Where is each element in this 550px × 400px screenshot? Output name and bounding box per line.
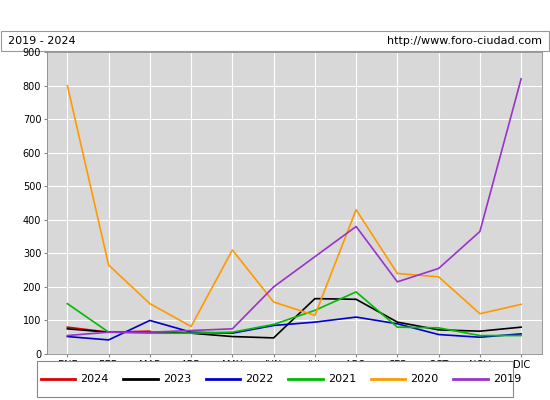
Text: 2021: 2021 (328, 374, 356, 384)
Text: Evolucion Nº Turistas Nacionales en el municipio de Gátova: Evolucion Nº Turistas Nacionales en el m… (77, 8, 473, 22)
Text: 2019: 2019 (493, 374, 521, 384)
Text: 2019 - 2024: 2019 - 2024 (8, 36, 76, 46)
Text: 2024: 2024 (80, 374, 109, 384)
Bar (37, 361, 513, 397)
Text: 2023: 2023 (163, 374, 191, 384)
Text: 2022: 2022 (245, 374, 274, 384)
Text: http://www.foro-ciudad.com: http://www.foro-ciudad.com (387, 36, 542, 46)
Text: 2020: 2020 (410, 374, 438, 384)
